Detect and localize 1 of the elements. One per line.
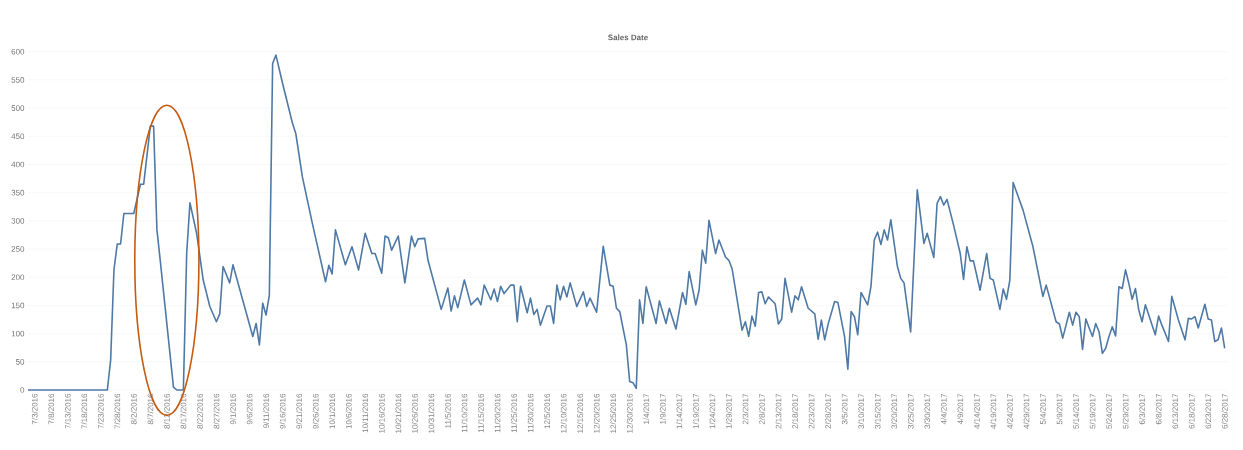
line-series bbox=[27, 54, 1226, 391]
